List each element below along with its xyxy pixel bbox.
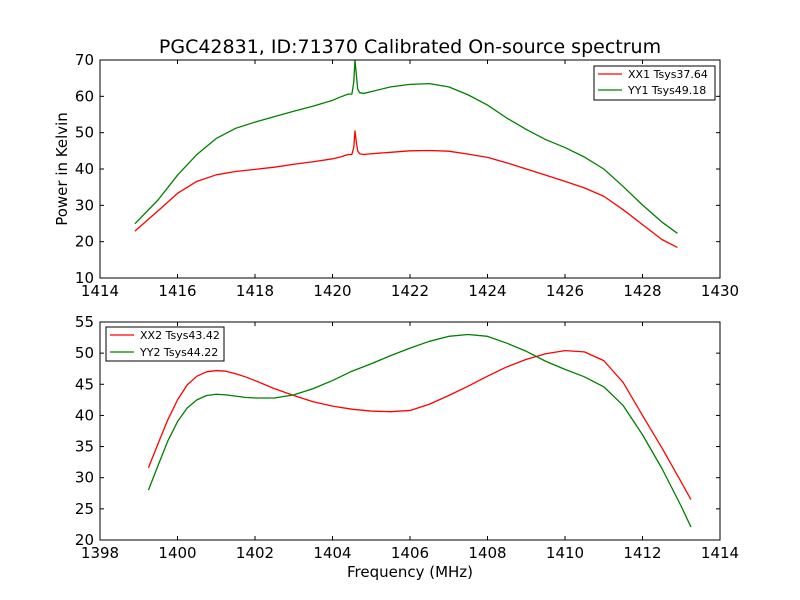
top-y-tick-label: 40	[75, 160, 94, 178]
bottom-legend-box	[105, 326, 225, 362]
bottom-plot-frame	[99, 321, 721, 541]
bottom-series-line-xx2	[147, 350, 692, 500]
top-plot-frame	[99, 59, 721, 279]
bottom-y-tick-label: 25	[75, 500, 94, 518]
top-x-tick-label: 1430	[701, 282, 739, 300]
top-series-line-yy1	[134, 60, 678, 234]
top-x-tick-label: 1416	[158, 282, 196, 300]
bottom-y-tick-label: 30	[75, 469, 94, 487]
bottom-y-tick-label: 40	[75, 406, 94, 424]
bottom-legend-label-yy2: YY2 Tsys44.22	[139, 346, 218, 359]
top-x-tick-label: 1422	[391, 282, 429, 300]
top-x-tick-label: 1420	[313, 282, 351, 300]
top-legend-box	[593, 65, 716, 101]
bottom-x-tick-label: 1400	[158, 544, 196, 562]
bottom-y-tick-label: 45	[75, 375, 94, 393]
top-x-tick-label: 1414	[81, 282, 119, 300]
bottom-x-tick-label: 1404	[313, 544, 351, 562]
top-legend: XX1 Tsys37.64 YY1 Tsys49.18	[593, 65, 716, 101]
chart-title: PGC42831, ID:71370 Calibrated On-source …	[159, 36, 661, 58]
top-legend-label-xx1: XX1 Tsys37.64	[628, 68, 708, 81]
bottom-y-tick-label: 50	[75, 344, 94, 362]
top-y-tick-label: 50	[75, 124, 94, 142]
x-axis-label: Frequency (MHz)	[347, 563, 473, 581]
top-legend-label-yy1: YY1 Tsys49.18	[627, 84, 706, 97]
top-y-tick-label: 20	[75, 233, 94, 251]
bottom-x-tick-label: 1408	[468, 544, 506, 562]
top-x-tick-label: 1428	[623, 282, 661, 300]
top-series-line-xx1	[134, 130, 678, 249]
top-x-tick-label: 1426	[546, 282, 584, 300]
top-plot-ticks: 1414 1416 1418 1420 1422 1424 1426 1428 1430 10 20…	[75, 51, 739, 300]
bottom-y-tick-label: 20	[75, 531, 94, 549]
bottom-y-tick-label: 35	[75, 438, 94, 456]
bottom-x-tick-label: 1414	[701, 544, 739, 562]
bottom-x-tick-label: 1406	[391, 544, 429, 562]
top-y-axis-label: Power in Kelvin	[53, 112, 71, 226]
top-x-tick-label: 1418	[236, 282, 274, 300]
top-y-tick-label: 30	[75, 196, 94, 214]
top-y-tick-label: 60	[75, 87, 94, 105]
bottom-plot-lines	[147, 333, 692, 528]
bottom-x-tick-label: 1412	[623, 544, 661, 562]
top-plot: 1414 1416 1418 1420 1422 1424 1426 1428 1430 10 20…	[53, 36, 739, 300]
bottom-x-tick-label: 1410	[546, 544, 584, 562]
top-plot-lines	[134, 60, 678, 249]
bottom-x-tick-label: 1398	[81, 544, 119, 562]
bottom-y-tick-label: 55	[75, 313, 94, 331]
bottom-x-tick-label: 1402	[236, 544, 274, 562]
top-x-tick-label: 1424	[468, 282, 506, 300]
bottom-series-line-yy2	[147, 333, 692, 528]
top-y-tick-label: 10	[75, 269, 94, 287]
bottom-legend-label-xx2: XX2 Tsys43.42	[140, 329, 220, 342]
bottom-plot: 1398 1400 1402 1404 1406 1408 1410 1412 1414 20 25…	[75, 313, 739, 581]
top-y-tick-label: 70	[75, 51, 94, 69]
bottom-legend: XX2 Tsys43.42 YY2 Tsys44.22	[105, 326, 225, 362]
bottom-plot-ticks: 1398 1400 1402 1404 1406 1408 1410 1412 1414 20 25…	[75, 313, 739, 562]
